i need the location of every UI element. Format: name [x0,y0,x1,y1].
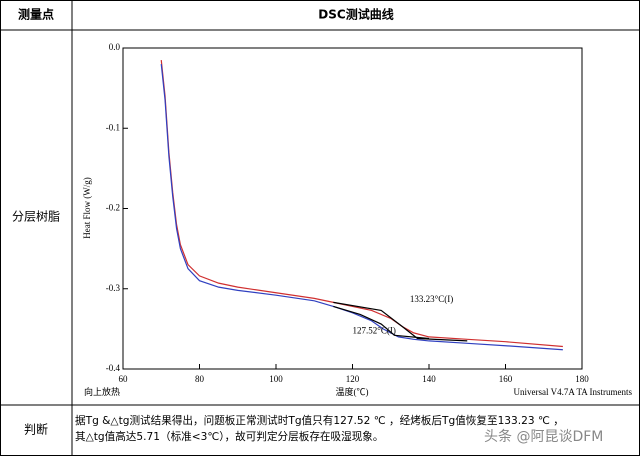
x-tick-label: 140 [422,374,436,384]
judgement-line: 其△tg值高达5.71（标准<3℃），故可判定分层板存在吸湿现象。 [75,430,383,443]
x-tick-label: 160 [499,374,513,384]
annotation: 127.52°C(I) [353,325,396,335]
y-axis-label: Heat Flow (W/g) [82,177,92,238]
x-axis-label: 温度(℃) [336,386,369,397]
data-line [160,59,563,348]
header-cell: DSC测试曲线 [318,7,393,22]
plot-frame [122,47,583,370]
judgement-line: 据Tg &△tg测试结果得出，问题板正常测试时Tg值只有127.52 ℃ ，经烤… [75,414,564,427]
y-tick-label: -0.4 [106,363,121,373]
row-label: 分层树脂 [12,209,60,224]
header-cell: 测量点 [18,7,54,22]
watermark: 头条 @阿昆谈DFM [484,428,603,445]
x-tick-label: 100 [269,374,283,384]
y-tick-label: 0.0 [109,42,121,52]
data-line [333,301,468,342]
x-tick-label: 80 [195,374,205,384]
y-tick-label: -0.1 [106,122,120,132]
y-tick-label: -0.3 [106,283,121,293]
data-line [333,305,430,340]
y-tick-label: -0.2 [106,203,120,213]
note: 向上放热 [84,386,120,397]
note: Universal V4.7A TA Instruments [514,387,633,397]
data-line [160,63,563,351]
x-tick-label: 120 [346,374,360,384]
annotation: 133.23°C(I) [410,294,453,304]
x-tick-label: 60 [119,374,129,384]
x-tick-label: 180 [575,374,589,384]
row-label: 判断 [24,422,48,437]
